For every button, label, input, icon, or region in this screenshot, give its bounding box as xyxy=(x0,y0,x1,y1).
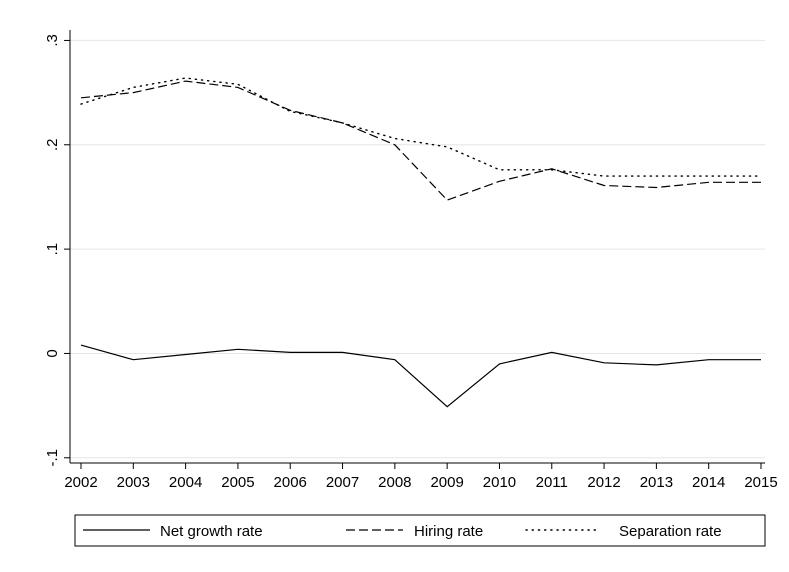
y-tick-label: -.1 xyxy=(44,449,61,467)
y-tick-label: .2 xyxy=(44,139,61,152)
x-tick-label: 2009 xyxy=(430,474,463,491)
legend: Net growth rate Hiring rate Separation rat… xyxy=(74,514,766,547)
series-line-hiring-rate xyxy=(80,80,761,201)
x-axis-ticks: 2002 2003 2004 2005 2006 2007 2008 2009 2010 2011… xyxy=(64,463,778,491)
x-tick-label: 2006 xyxy=(274,474,307,491)
y-tick-label: .3 xyxy=(44,34,61,47)
x-tick-label: 2004 xyxy=(169,474,202,491)
series-line-separation-rate xyxy=(80,77,762,177)
series-lines xyxy=(80,77,762,408)
x-tick-label: 2003 xyxy=(117,474,150,491)
x-tick-label: 2005 xyxy=(221,474,254,491)
legend-label: Net growth rate xyxy=(160,523,263,540)
legend-box xyxy=(74,514,766,547)
x-tick-label: 2007 xyxy=(326,474,359,491)
legend-label: Hiring rate xyxy=(414,523,483,540)
x-tick-label: 2013 xyxy=(640,474,673,491)
x-tick-label: 2015 xyxy=(744,474,777,491)
x-tick-label: 2012 xyxy=(587,474,620,491)
y-tick-label: 0 xyxy=(44,349,61,357)
x-tick-label: 2011 xyxy=(536,474,568,491)
x-tick-label: 2010 xyxy=(483,474,516,491)
x-tick-label: 2002 xyxy=(64,474,97,491)
x-tick-label: 2014 xyxy=(692,474,725,491)
y-tick-label: .1 xyxy=(44,243,61,256)
gridlines xyxy=(70,39,765,459)
y-axis-ticks: -.1 0 .1 .2 .3 xyxy=(44,34,70,467)
legend-label: Separation rate xyxy=(619,523,722,540)
x-tick-label: 2008 xyxy=(378,474,411,491)
series-line-net-growth-rate xyxy=(80,344,761,408)
